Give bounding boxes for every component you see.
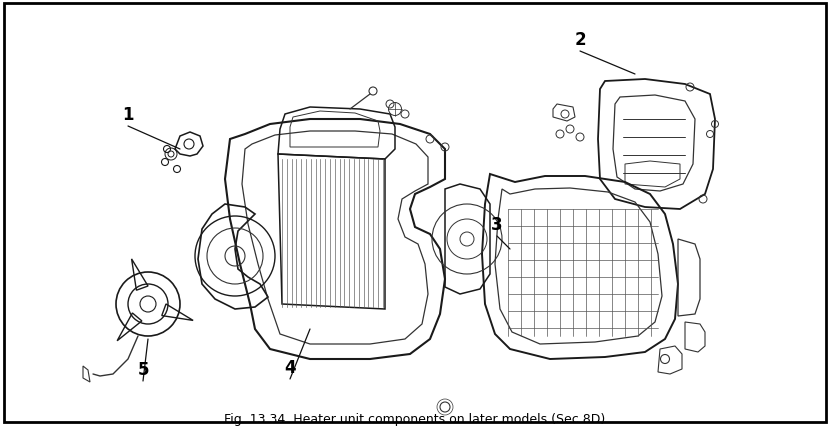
Text: 1: 1 <box>122 106 134 124</box>
Text: 5: 5 <box>137 360 149 378</box>
Text: 4: 4 <box>284 358 295 376</box>
Text: 2: 2 <box>574 31 586 49</box>
Text: Fig. 13.34  Heater unit components on later models (Sec 8D): Fig. 13.34 Heater unit components on lat… <box>224 412 606 426</box>
Text: 3: 3 <box>491 216 503 233</box>
